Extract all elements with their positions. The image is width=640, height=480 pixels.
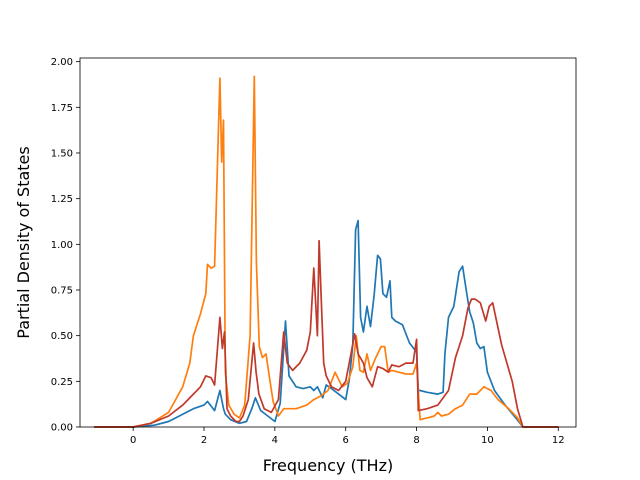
y-tick-label: 1.75 (51, 103, 73, 114)
series-line-2 (94, 75, 559, 428)
series-line-3 (94, 239, 559, 428)
x-tick-label: 8 (413, 435, 419, 446)
y-tick-label: 0.75 (51, 285, 73, 296)
y-tick-label: 0.50 (51, 331, 73, 342)
x-tick-label: 0 (130, 435, 136, 446)
y-tick-label: 1.50 (51, 148, 73, 159)
y-tick-label: 0.25 (51, 377, 73, 388)
y-axis-label: Partial Density of States (14, 146, 33, 338)
axes-frame (79, 57, 577, 428)
x-tick-label: 6 (343, 435, 349, 446)
x-tick-label: 2 (201, 435, 207, 446)
y-axis-ticks: 0.00 0.25 0.50 0.75 1.00 1.25 1.50 1.75 2.00 (51, 57, 80, 434)
y-tick-label: 1.25 (51, 194, 73, 205)
x-axis-ticks: 0 2 4 6 8 10 12 (130, 427, 565, 446)
x-tick-label: 4 (272, 435, 278, 446)
y-tick-label: 2.00 (51, 57, 73, 68)
y-tick-label: 1.00 (51, 240, 73, 251)
x-axis-label: Frequency (THz) (263, 456, 393, 475)
y-tick-label: 0.00 (51, 423, 73, 434)
x-tick-label: 10 (481, 435, 494, 446)
plot-area (79, 57, 577, 428)
x-tick-label: 12 (552, 435, 565, 446)
series-line-1 (94, 219, 559, 428)
series-layer (94, 75, 559, 428)
